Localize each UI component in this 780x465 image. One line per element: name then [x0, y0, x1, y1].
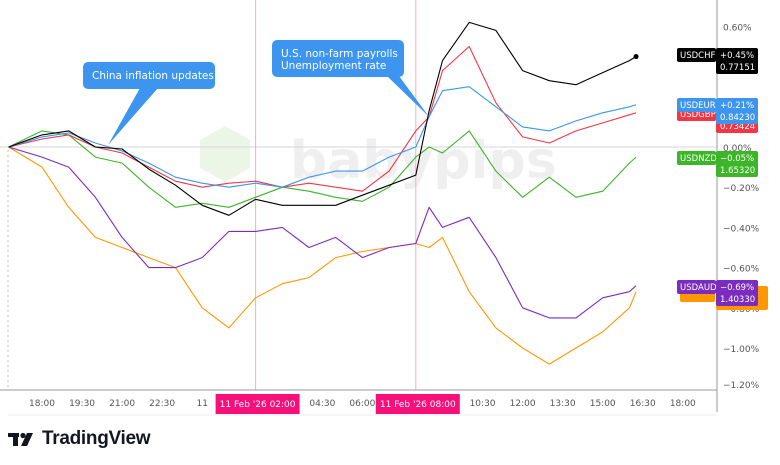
last-label-price: 1.40330 [720, 295, 755, 305]
time-marker-label: 11 Feb '26 08:00 [380, 400, 456, 410]
last-label-change: −0.69% [720, 283, 754, 293]
annotation-callout [272, 40, 404, 77]
series-line-usdaud [8, 146, 637, 319]
last-label-value-box [716, 280, 758, 306]
tradingview-logo[interactable]: TradingView [8, 428, 151, 450]
x-tick-label: 11 [196, 399, 207, 409]
y-tick-label: 0.00% [723, 144, 752, 154]
last-label-symbol-box [677, 98, 716, 112]
last-label-symbol: USDCHF [680, 51, 715, 61]
last-label-price: 1.65320 [720, 166, 755, 176]
last-label-price: 0.77151 [720, 63, 755, 73]
last-label-change: +0.45% [720, 51, 754, 61]
last-label-price: 0.84230 [720, 113, 755, 123]
last-label-symbol-box [677, 151, 716, 165]
time-marker-label: 11 Feb '26 02:00 [220, 400, 296, 410]
watermark-logo-icon [200, 126, 250, 182]
y-tick-label: 0.60% [723, 23, 752, 33]
annotation-pointer [387, 76, 430, 117]
last-label-value-box [716, 151, 758, 177]
last-label-change: −0.05% [720, 154, 754, 164]
x-tick-label: 13:30 [550, 399, 576, 409]
annotation-pointer [108, 88, 158, 145]
series-line-usdchf [8, 21, 637, 216]
time-marker-badge [375, 394, 460, 414]
y-tick-label: −0.20% [723, 184, 760, 194]
time-marker-badge [215, 394, 300, 414]
x-tick-label: 18:00 [29, 399, 55, 409]
last-label-price: 0.73424 [720, 122, 755, 132]
x-tick-label: 12:00 [510, 399, 536, 409]
x-tick-label: 16:30 [630, 399, 656, 409]
y-tick-label: −0.40% [723, 224, 760, 234]
last-label-symbol: USDAUD [680, 283, 717, 293]
x-tick-label: 18:00 [670, 399, 696, 409]
x-tick-label: 21:00 [109, 399, 135, 409]
x-tick-label: 06:00 [349, 399, 375, 409]
last-label-symbol: USDGBP [680, 110, 716, 120]
series-line-usdgbp [8, 45, 637, 192]
last-label-value-box [716, 48, 758, 74]
annotation-text: U.S. non-farm payrolls [281, 48, 398, 60]
y-tick-label: −0.60% [723, 265, 760, 275]
tradingview-logo-icon [8, 432, 33, 446]
annotation-text: China inflation updates [92, 70, 214, 82]
annotation-text: Unemployment rate [281, 60, 386, 72]
last-point-marker [633, 54, 639, 60]
last-label-symbol: USDNZD [680, 154, 717, 164]
brand-name: TradingView [42, 428, 151, 449]
y-tick-label: −1.00% [723, 345, 760, 355]
annotation-callout [83, 62, 215, 89]
last-label-symbol: USDEUR [680, 101, 716, 111]
x-tick-label: 10:30 [470, 399, 496, 409]
x-tick-label: 15:00 [590, 399, 616, 409]
last-label-symbol-box [677, 280, 716, 294]
x-tick-label: 19:30 [69, 399, 95, 409]
x-tick-label: 04:30 [309, 399, 335, 409]
last-label-symbol-box [677, 48, 716, 62]
last-label-value-box [716, 98, 758, 124]
last-label-change: +0.21% [720, 101, 754, 111]
x-tick-label: 22:30 [149, 399, 175, 409]
y-tick-label: −1.20% [723, 381, 760, 391]
series-line-usdjpy [8, 146, 637, 365]
series-line-usdnzd [8, 130, 637, 208]
